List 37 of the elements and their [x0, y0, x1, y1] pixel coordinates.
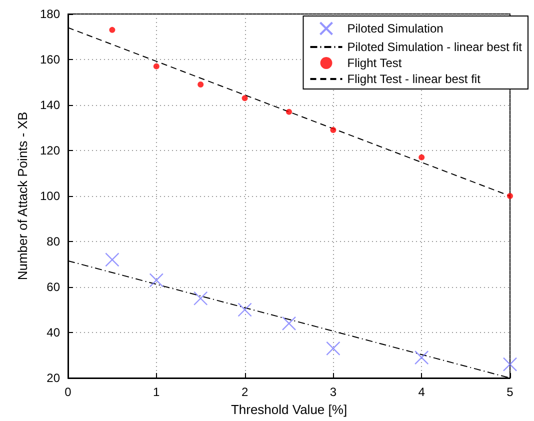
x-tick-label: 5 [506, 385, 514, 399]
y-tick-label: 180 [40, 7, 60, 21]
point [109, 26, 116, 33]
x-tick-label: 4 [418, 385, 426, 399]
y-tick-label: 20 [46, 371, 60, 385]
point [198, 82, 204, 88]
point [502, 357, 518, 372]
point [330, 127, 336, 134]
point [414, 350, 429, 365]
x-tick-label: 2 [241, 385, 248, 399]
point [105, 252, 120, 267]
point [153, 63, 160, 70]
x-tick-label: 0 [64, 385, 72, 399]
y-axis-title: Number of Attack Points - XB [15, 112, 30, 280]
legend-label: Piloted Simulation - linear best fit [347, 40, 523, 54]
point [418, 154, 425, 160]
point [238, 302, 252, 317]
point [507, 193, 513, 199]
point [194, 291, 208, 306]
y-tick-label: 40 [46, 326, 60, 340]
y-tick-label: 80 [46, 234, 60, 248]
x-axis-title: Threshold Value [%] [230, 402, 348, 417]
point [286, 108, 292, 115]
legend-label: Piloted Simulation [347, 22, 444, 36]
point [282, 316, 296, 330]
legend-label: Flight Test [347, 56, 402, 70]
y-tick-label: 100 [40, 189, 60, 203]
y-tick-label: 120 [40, 144, 60, 158]
y-tick-label: 140 [40, 98, 60, 112]
point [242, 95, 248, 102]
legend-label: Flight Test - linear best fit [347, 72, 482, 86]
point [326, 341, 340, 356]
y-tick-label: 160 [40, 52, 60, 66]
x-tick-label: 1 [153, 385, 160, 399]
y-tick-label: 60 [46, 280, 60, 294]
x-tick-label: 3 [330, 385, 337, 399]
point [149, 273, 164, 288]
